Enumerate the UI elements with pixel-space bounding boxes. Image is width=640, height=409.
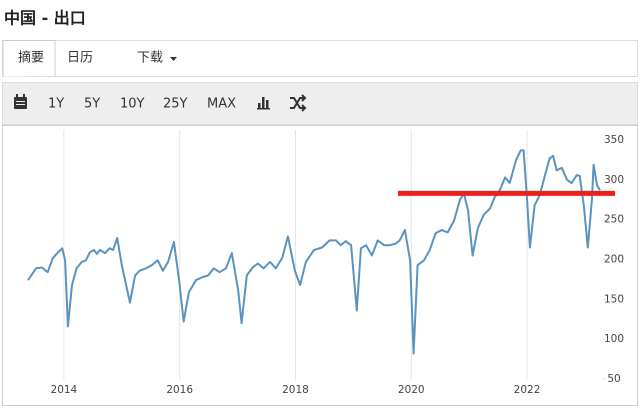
range-button[interactable]: 1Y bbox=[48, 97, 64, 112]
tab[interactable]: 日历 bbox=[67, 51, 93, 66]
active-tab[interactable] bbox=[2, 40, 56, 77]
range-button[interactable]: 10Y bbox=[120, 97, 145, 112]
y-tick-label: 150 bbox=[604, 293, 624, 305]
dropdown-caret[interactable] bbox=[170, 57, 177, 61]
x-tick-label: 2018 bbox=[282, 384, 309, 396]
range-button[interactable]: MAX bbox=[207, 97, 236, 112]
x-tick-label: 2014 bbox=[51, 384, 78, 396]
toolbar bbox=[2, 82, 638, 125]
x-tick-label: 2016 bbox=[166, 384, 193, 396]
chart-frame bbox=[2, 125, 638, 406]
y-tick-label: 50 bbox=[607, 373, 620, 385]
x-tick-label: 2020 bbox=[398, 384, 425, 396]
y-tick-label: 200 bbox=[604, 254, 624, 266]
range-button[interactable]: 5Y bbox=[84, 97, 100, 112]
tab-bar bbox=[2, 40, 638, 77]
y-tick-label: 300 bbox=[604, 174, 624, 186]
page-title: 中国 - 出口 bbox=[4, 9, 86, 28]
series-line bbox=[27, 149, 601, 355]
shuffle-icon[interactable] bbox=[290, 94, 307, 112]
y-tick-label: 250 bbox=[604, 214, 624, 226]
calendar-icon[interactable] bbox=[14, 94, 27, 109]
y-tick-label: 100 bbox=[604, 333, 624, 345]
tab[interactable]: 摘要 bbox=[18, 50, 44, 66]
tab[interactable]: 下载 bbox=[137, 51, 163, 66]
y-tick-label: 350 bbox=[604, 134, 624, 146]
range-button[interactable]: 25Y bbox=[163, 97, 188, 112]
bar-chart-icon[interactable] bbox=[257, 97, 270, 110]
x-tick-label: 2022 bbox=[514, 384, 541, 396]
